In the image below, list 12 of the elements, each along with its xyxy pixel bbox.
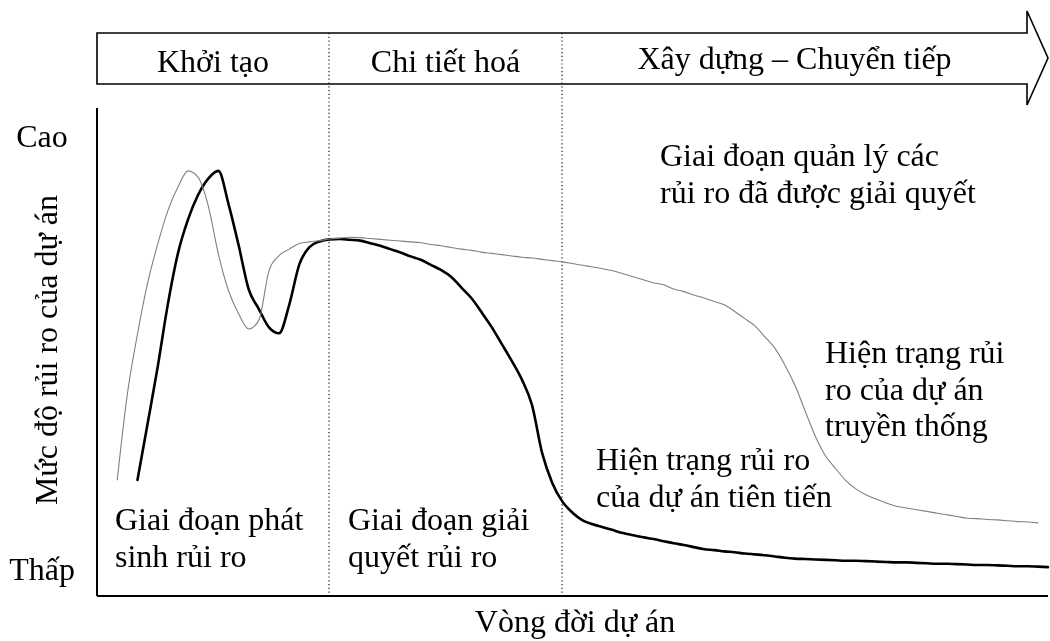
text: Khởi tạo (156, 43, 270, 79)
annotation: Giai đoạn giải quyết rủi ro (348, 501, 538, 574)
x-axis-title: Vòng đời dự án (474, 603, 676, 639)
text: Xây dựng – Chuyển tiếp (637, 40, 952, 76)
annotation: Giai đoạn quản lý các rủi ro đã được giải quyết (660, 137, 977, 210)
series-label: Hiện trạng rủi ro của dự án truyền thống (825, 334, 1013, 443)
text: Thấp (9, 551, 75, 587)
annotation: Giai đoạn phát sinh rủi ro (115, 501, 312, 574)
series-label: Hiện trạng rủi ro của dự án tiên tiến (596, 441, 832, 514)
text: Cao (16, 118, 68, 154)
y-axis-title: Mức độ rủi ro của dự án (28, 194, 64, 506)
text: Chi tiết hoá (370, 43, 521, 79)
